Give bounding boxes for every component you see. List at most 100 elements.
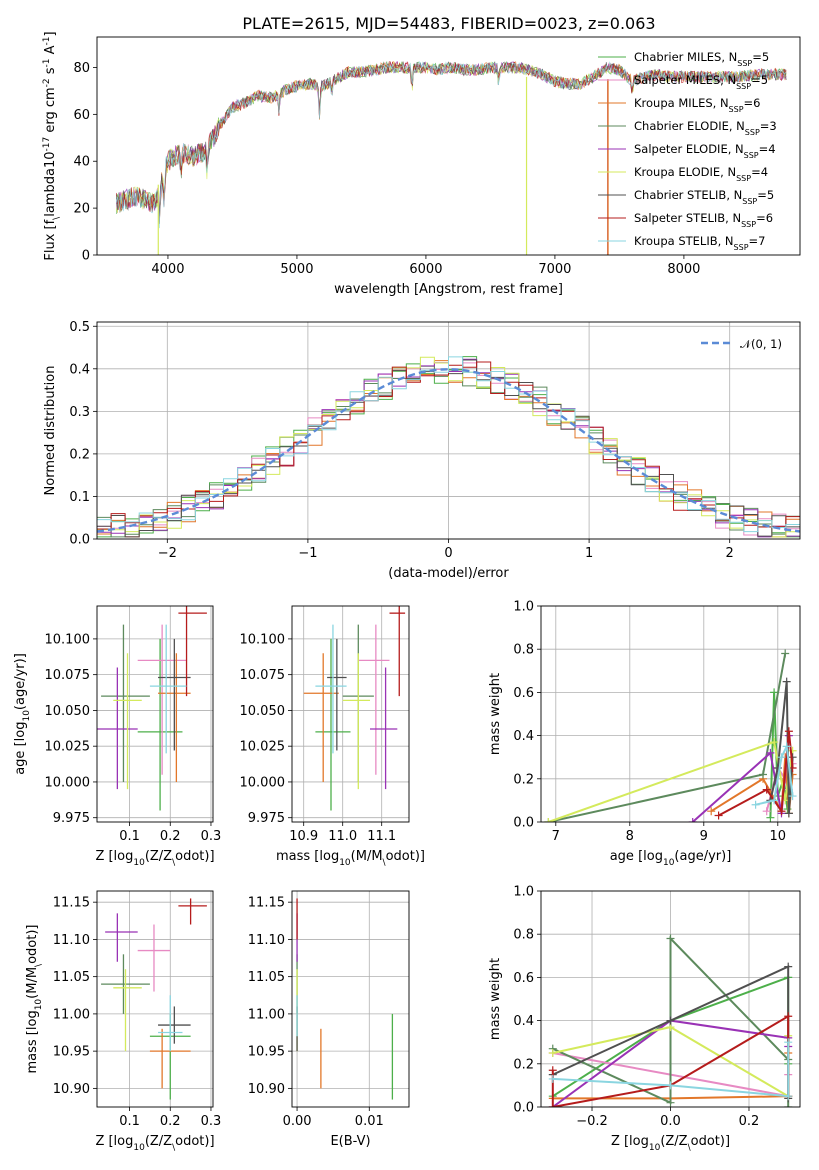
x-axis-label: Z [log10(Z/Z\odot)] xyxy=(611,1134,730,1153)
label-fragment: (M/M xyxy=(351,849,383,864)
legend-tail: =5 xyxy=(757,188,774,202)
label-fragment: 10 xyxy=(34,999,44,1011)
y-tick-label: 60 xyxy=(73,108,90,123)
y-tick-label: 10.075 xyxy=(240,668,286,683)
label-fragment: s xyxy=(43,67,58,78)
panel-mass-vs-Z: 0.1 0.2 0.3 10.90 10.95 11.00 11.05 11.10 11.15 Z… xyxy=(25,890,221,1153)
y-tick-label: 10.050 xyxy=(240,704,286,719)
weight-marker xyxy=(781,649,790,658)
y-tick-label: 11.05 xyxy=(53,970,90,985)
label-fragment: mass weight xyxy=(488,673,503,755)
x-tick-label: 1 xyxy=(585,546,593,561)
y-tick-label: 10.025 xyxy=(45,740,91,755)
y-tick-label: 0.3 xyxy=(69,405,90,420)
y-tick-label: 0.5 xyxy=(69,320,90,335)
y-tick-label: 9.975 xyxy=(248,811,285,826)
legend-tail: =6 xyxy=(756,211,773,225)
y-tick-label: 0.6 xyxy=(513,971,534,986)
x-tick-label: 7000 xyxy=(538,262,571,277)
axes-frame xyxy=(96,321,801,540)
y-tick-label: 1.0 xyxy=(513,600,534,615)
y-tick-label: 10.95 xyxy=(248,1045,285,1060)
y-tick-label: 11.00 xyxy=(248,1007,285,1022)
weight-line-3 xyxy=(548,653,787,822)
label-fragment: odot)] xyxy=(25,925,40,964)
x-tick-label: 11.1 xyxy=(367,829,396,844)
legend-sub: SSP xyxy=(745,128,760,137)
label-fragment: (age/yr)] xyxy=(674,849,731,864)
legend-tail: =7 xyxy=(749,234,766,248)
chart-panels: 4000 5000 6000 7000 8000020406080wavelength … xyxy=(13,31,801,1153)
legend-sub: SSP xyxy=(729,105,744,114)
panel-spectrum: 4000 5000 6000 7000 8000 0 20 40 60 80 wavelength … xyxy=(42,31,801,297)
panel-mass-vs-EBV: 0.00 0.01 10.90 10.95 11.00 11.05 11.10 11.15 E(… xyxy=(248,890,410,1149)
label-fragment: (data-model)/error xyxy=(388,566,509,581)
legend-entry: Salpeter MILES, NSSP=5 xyxy=(634,73,768,91)
axes-frame xyxy=(96,36,801,256)
plot-area xyxy=(544,649,797,822)
x-tick-label: 7 xyxy=(552,829,560,844)
label-fragment: mass [log xyxy=(25,1010,40,1073)
x-tick-label: −0.2 xyxy=(576,1114,608,1129)
figure-title: PLATE=2615, MJD=54483, FIBERID=0023, z=0… xyxy=(242,14,655,33)
label-fragment: mass weight xyxy=(488,958,503,1040)
y-axis-label: mass weight xyxy=(488,673,503,755)
x-axis-label: mass [log10(M/M\odot)] xyxy=(276,849,425,868)
label-fragment: (Z/Z xyxy=(145,849,172,864)
legend-sub: SSP xyxy=(736,174,751,183)
legend-entry: Chabrier STELIB, NSSP=5 xyxy=(634,188,774,206)
legend-sub: SSP xyxy=(742,197,757,206)
y-tick-label: 11.15 xyxy=(53,896,90,911)
y-tick-label: 10.050 xyxy=(45,704,91,719)
legend-sub: SSP xyxy=(737,59,752,68)
y-tick-label: 0.6 xyxy=(513,686,534,701)
legend-sub: SSP xyxy=(736,82,751,91)
label-fragment: \ xyxy=(688,1143,692,1153)
x-tick-label: 0.1 xyxy=(119,829,140,844)
y-tick-label: 10.100 xyxy=(240,632,286,647)
weight-marker xyxy=(782,742,791,751)
weight-marker xyxy=(666,1098,675,1107)
y-tick-label: 0.4 xyxy=(513,1014,534,1029)
y-tick-label: 10.95 xyxy=(53,1045,90,1060)
spectrum-line-8 xyxy=(115,61,787,229)
y-tick-label: 10.100 xyxy=(45,632,91,647)
x-tick-label: 5000 xyxy=(280,262,313,277)
legend-entry: Kroupa ELODIE, NSSP=4 xyxy=(634,165,768,183)
plot-area xyxy=(303,606,406,811)
label-fragment: (M/M xyxy=(25,967,40,999)
weight-marker xyxy=(548,1074,557,1083)
y-tick-label: 0.2 xyxy=(513,1057,534,1072)
panel-residuals: −2 −1 0 1 2 0.0 0.1 0.2 0.3 0.4 0.5 (data-model)/er… xyxy=(43,320,801,581)
y-tick-label: 11.00 xyxy=(53,1007,90,1022)
x-tick-label: 0.3 xyxy=(201,829,222,844)
y-tick-label: 9.975 xyxy=(53,811,90,826)
x-tick-label: 0.0 xyxy=(660,1114,681,1129)
legend-text: Kroupa MILES, N xyxy=(634,96,729,110)
label-fragment: Z [log xyxy=(95,849,133,864)
weight-marker xyxy=(707,807,716,816)
label-fragment: Z [log xyxy=(611,1134,649,1149)
label-fragment: age [log xyxy=(13,722,28,775)
y-axis-label: age [log10(age/yr)] xyxy=(13,653,32,775)
label-fragment: -2 xyxy=(42,78,52,87)
y-axis-label: mass weight xyxy=(488,958,503,1040)
legend-text: Chabrier MILES, N xyxy=(634,50,737,64)
y-tick-label: 10.90 xyxy=(53,1082,90,1097)
label-fragment: (Z/Z xyxy=(660,1134,687,1149)
weight-marker xyxy=(784,1092,793,1101)
x-axis-label: Z [log10(Z/Z\odot)] xyxy=(95,1134,214,1153)
x-tick-label: 6000 xyxy=(409,262,442,277)
y-tick-label: 1.0 xyxy=(513,885,534,900)
legend-tail: =5 xyxy=(752,50,769,64)
legend-entry: Salpeter STELIB, NSSP=6 xyxy=(634,211,773,229)
y-tick-label: 10.000 xyxy=(240,775,286,790)
x-tick-label: 0.00 xyxy=(283,1114,312,1129)
weight-marker xyxy=(784,809,793,818)
label-fragment: Z [log xyxy=(95,1134,133,1149)
weight-marker xyxy=(782,677,791,686)
label-fragment: (Z/Z xyxy=(145,1134,172,1149)
legend-text: Chabrier ELODIE, N xyxy=(634,119,745,133)
weight-marker xyxy=(788,792,797,801)
